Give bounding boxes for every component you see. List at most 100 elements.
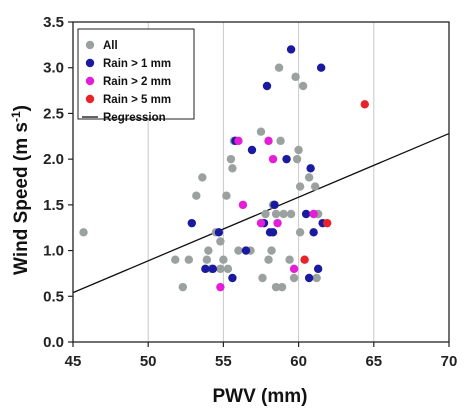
data-point-series-2: [270, 200, 279, 210]
data-point-series-1: [298, 81, 308, 91]
plot-frame: [72, 21, 450, 343]
data-point-series-1: [271, 209, 281, 219]
data-point-series-1: [276, 136, 285, 146]
data-point-series-2: [228, 273, 237, 283]
data-point-series-1: [256, 127, 266, 136]
data-point-series-1: [223, 264, 233, 274]
data-point-series-1: [295, 182, 305, 191]
y-tick-label: 1.5: [43, 197, 64, 214]
data-point-series-1: [310, 182, 320, 191]
legend-label-series-4: Rain > 5 mm: [103, 94, 171, 106]
y-tick-label: 3.5: [43, 14, 64, 31]
data-point-series-1: [219, 255, 228, 264]
data-point-series-1: [178, 282, 187, 292]
data-point-series-2: [262, 81, 272, 91]
data-point-series-2: [306, 164, 315, 173]
data-point-series-3: [256, 218, 266, 228]
data-point-series-2: [309, 228, 318, 237]
data-point-series-1: [264, 255, 273, 264]
y-tick-label: 3.0: [43, 60, 64, 77]
data-point-series-3: [264, 136, 273, 146]
data-point-series-4: [300, 255, 309, 264]
x-tick-label: 70: [441, 353, 458, 370]
regression-line: [72, 132, 450, 294]
data-point-series-1: [267, 246, 276, 255]
data-point-series-4: [322, 218, 332, 228]
data-point-series-2: [286, 45, 296, 54]
data-point-series-1: [289, 273, 299, 283]
y-axis-title-superscript: -1: [9, 111, 23, 122]
data-point-series-2: [313, 264, 323, 274]
data-point-series-1: [192, 191, 201, 200]
data-point-series-1: [277, 282, 287, 292]
legend-label-series-2: Rain > 1 mm: [103, 58, 171, 70]
legend-label-series-1: All: [103, 40, 118, 52]
data-point-series-1: [222, 191, 231, 200]
data-point-series-1: [304, 173, 314, 182]
data-point-series-1: [258, 273, 267, 283]
y-tick-label: 0.5: [43, 288, 64, 305]
legend-marker-series-1: [85, 40, 95, 50]
data-point-series-2: [268, 228, 278, 237]
x-tick-label: 55: [215, 353, 232, 370]
x-tick-label: 50: [140, 353, 157, 370]
data-point-series-1: [204, 246, 213, 255]
data-point-series-1: [271, 282, 281, 292]
data-point-series-1: [226, 154, 236, 164]
legend-box: [77, 28, 195, 120]
y-axis-title-main: Wind Speed (m s: [11, 122, 32, 275]
data-point-series-1: [286, 209, 296, 219]
legend-marker-series-3: [85, 76, 95, 86]
data-points: [79, 45, 369, 292]
data-point-series-2: [282, 154, 291, 164]
data-point-series-1: [279, 209, 288, 219]
legend: All Rain > 1 mm Rain > 2 mm Rain > 5 mm Regr…: [77, 28, 195, 124]
data-point-series-2: [208, 264, 218, 274]
data-point-series-3: [289, 264, 299, 274]
data-point-series-4: [360, 100, 369, 109]
data-point-series-1: [216, 237, 225, 246]
data-point-series-1: [216, 264, 225, 274]
x-axis-title: PWV (mm): [213, 386, 308, 407]
data-point-series-1: [312, 273, 321, 283]
y-tick-label: 2.5: [43, 105, 64, 122]
x-tick-label: 65: [365, 353, 382, 370]
data-point-series-1: [79, 228, 88, 237]
data-point-series-1: [294, 145, 303, 155]
data-point-series-1: [171, 255, 180, 264]
data-point-series-2: [214, 228, 224, 237]
y-tick-label: 2.0: [43, 151, 64, 168]
x-tick-label: 60: [290, 353, 307, 370]
data-point-series-3: [234, 136, 243, 146]
data-point-series-2: [247, 145, 257, 155]
data-point-series-1: [234, 246, 243, 255]
data-point-series-3: [309, 209, 318, 219]
data-point-series-3: [273, 218, 282, 228]
data-point-series-1: [202, 255, 212, 264]
axis-ticks: 45 50 55 60 65 70 0.0 0.5 1.0 1.5 2.0 2.5 3.0 3.5: [43, 14, 457, 370]
data-point-series-2: [241, 246, 251, 255]
data-point-series-1: [285, 255, 294, 264]
data-point-series-1: [291, 72, 300, 82]
data-point-series-2: [301, 209, 311, 219]
data-point-series-1: [261, 209, 270, 219]
data-point-series-1: [184, 255, 194, 264]
data-point-series-1: [295, 228, 305, 237]
data-point-series-1: [274, 63, 284, 72]
data-point-series-1: [228, 164, 237, 173]
x-tick-label: 45: [65, 353, 82, 370]
y-tick-label: 0.0: [43, 334, 64, 351]
data-point-series-2: [316, 63, 326, 72]
y-tick-label: 1.0: [43, 243, 64, 260]
data-point-series-2: [201, 264, 210, 274]
legend-label-regression: Regression: [103, 112, 166, 124]
y-axis-title-end: ): [11, 105, 32, 111]
data-point-series-2: [304, 273, 314, 283]
data-point-series-3: [268, 154, 278, 164]
data-point-series-3: [216, 282, 225, 292]
legend-marker-series-2: [85, 58, 95, 68]
data-point-series-1: [198, 173, 207, 182]
data-point-series-1: [292, 154, 302, 164]
data-point-series-2: [187, 218, 197, 228]
